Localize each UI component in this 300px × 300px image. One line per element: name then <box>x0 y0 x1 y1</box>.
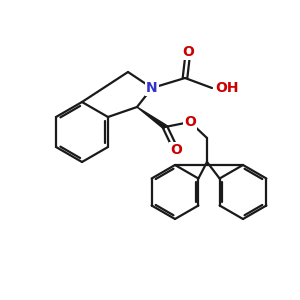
Text: OH: OH <box>215 81 238 95</box>
Text: O: O <box>184 115 196 129</box>
Text: O: O <box>182 45 194 59</box>
Text: O: O <box>170 143 182 157</box>
Polygon shape <box>137 107 166 129</box>
Text: N: N <box>146 81 158 95</box>
